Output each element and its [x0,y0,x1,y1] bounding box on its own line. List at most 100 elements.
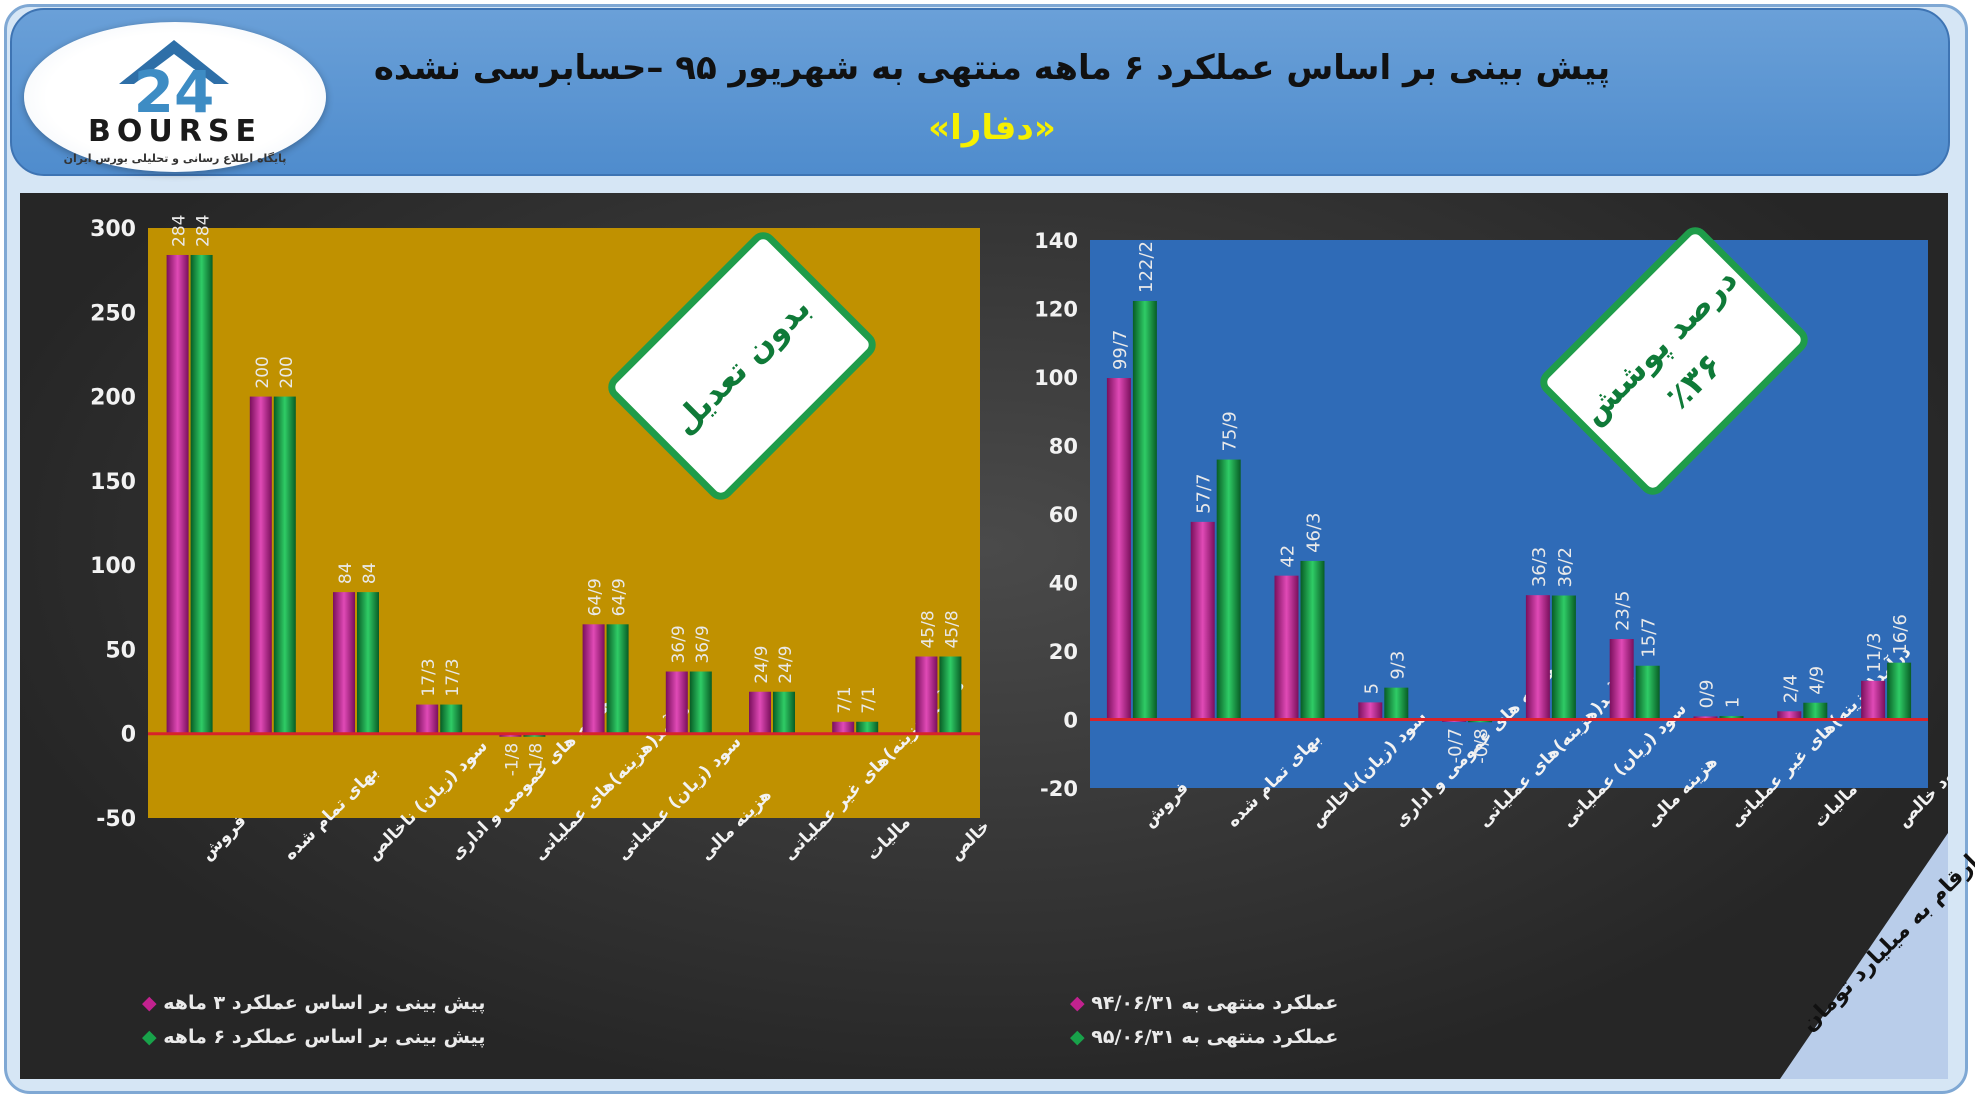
y-tick-label: -50 [96,807,136,832]
badge-box [1540,227,1808,495]
data-label: 84 [336,562,356,584]
y-tick-label: 80 [1049,435,1078,459]
bar [1274,575,1299,720]
data-label: 7/1 [835,686,855,713]
data-label: 1 [1723,697,1744,708]
y-tick-label: 100 [90,554,136,579]
legend-left-series-1: پیش بینی بر اساس عملکرد ۳ ماهه ◆ [142,992,486,1014]
legend-label: پیش بینی بر اساس عملکرد ۶ ماهه [163,1026,486,1048]
bar [1887,662,1912,720]
bar [1132,300,1157,720]
bar [1777,711,1802,720]
data-label: -1/8 [526,743,546,777]
data-label: 99/7 [1110,330,1131,370]
bar [416,704,439,734]
data-label: 64/9 [586,578,606,616]
bar [1106,378,1131,720]
data-label: 4/9 [1806,666,1827,695]
bar [499,733,522,737]
bar [1551,595,1576,720]
data-label: 7/1 [859,686,879,713]
badge-box [608,232,876,500]
y-tick-label: 40 [1049,572,1078,596]
data-label: 36/9 [693,625,713,663]
y-tick-label: 50 [105,638,136,663]
legend-label: عملکرد منتهی به ۹۴/۰۶/۳۱ [1091,992,1339,1014]
page-title: پیش بینی بر اساس عملکرد ۶ ماهه منتهی به … [373,48,1611,88]
y-tick-label: 60 [1049,503,1078,527]
logo-tagline: پایگاه اطلاع رسانی و تحلیلی بورس ایران [63,152,287,165]
data-label: 15/7 [1639,617,1660,657]
bar [856,721,879,734]
bar [582,624,605,734]
bar [665,671,688,734]
y-tick-label: 200 [90,386,136,411]
bar [939,656,962,734]
data-label: 46/3 [1304,513,1325,553]
data-label: 36/9 [669,625,689,663]
charts-panel: 300 250 200 150 100 50 0 -50 284 284 فروش 200 200 بها… [20,193,1975,1079]
data-label: 17/3 [443,658,463,696]
bar [1861,680,1886,720]
bar [249,396,272,734]
bar [273,396,296,734]
data-label: 42 [1278,545,1299,568]
bar [606,624,629,734]
bar [166,254,189,734]
legend-right-series-1: عملکرد منتهی به ۹۴/۰۶/۳۱ ◆ [1070,992,1339,1014]
bar [915,656,938,734]
data-label: 36/3 [1529,547,1550,587]
data-label: 9/3 [1387,651,1408,680]
data-label: 17/3 [419,658,439,696]
bourse24-logo: 24 BOURSE پایگاه اطلاع رسانی و تحلیلی بو… [24,22,326,172]
bar [333,592,355,734]
bar [1609,639,1634,720]
bar [689,671,712,734]
bar [357,592,379,734]
bar [749,691,771,734]
legend-label: پیش بینی بر اساس عملکرد ۳ ماهه [163,992,486,1014]
logo-number: 24 [134,58,215,126]
header-banner: پیش بینی بر اساس عملکرد ۶ ماهه منتهی به … [10,8,1950,176]
y-tick-label: 300 [90,217,136,242]
legend-label: عملکرد منتهی به ۹۵/۰۶/۳۱ [1091,1026,1339,1048]
bar [1358,702,1383,720]
data-label: -0/8 [1471,728,1492,763]
y-tick-label: 0 [1063,709,1078,733]
data-label: -0/7 [1445,728,1466,763]
bar [773,691,795,734]
data-label: 5 [1361,683,1382,694]
data-label: 45/8 [942,610,962,648]
y-tick-label: 0 [121,723,136,748]
data-label: 200 [277,356,297,388]
data-label: 284 [170,215,190,247]
legend-left-series-2: پیش بینی بر اساس عملکرد ۶ ماهه ◆ [142,1026,486,1048]
bar [190,254,213,734]
y-tick-label: 120 [1034,298,1078,322]
y-tick-label: 150 [90,470,136,495]
y-tick-label: 140 [1034,229,1078,253]
bar [1803,702,1828,720]
data-label: 200 [253,356,273,388]
bar [1525,595,1550,720]
data-label: 2/4 [1780,674,1801,703]
y-tick-label: 20 [1049,640,1078,664]
data-label: 23/5 [1613,591,1634,631]
y-tick-label: 100 [1034,366,1078,390]
data-label: 45/8 [918,610,938,648]
y-tick-label: 250 [90,301,136,326]
bar [1216,459,1241,720]
bar [832,721,855,734]
data-label: 0/9 [1697,679,1718,708]
data-label: 284 [194,215,214,247]
bar [1693,716,1718,720]
y-tick-label: -20 [1040,777,1078,801]
data-label: 64/9 [610,578,630,616]
data-label: 84 [360,562,380,584]
data-label: 57/7 [1194,473,1215,513]
bar [1719,716,1744,720]
data-label: 75/9 [1220,411,1241,451]
chart-coverage: 140120100806040200-2099/7122/2فروش57/775… [1034,227,1948,832]
badge: بدون تعدیل [608,232,876,500]
